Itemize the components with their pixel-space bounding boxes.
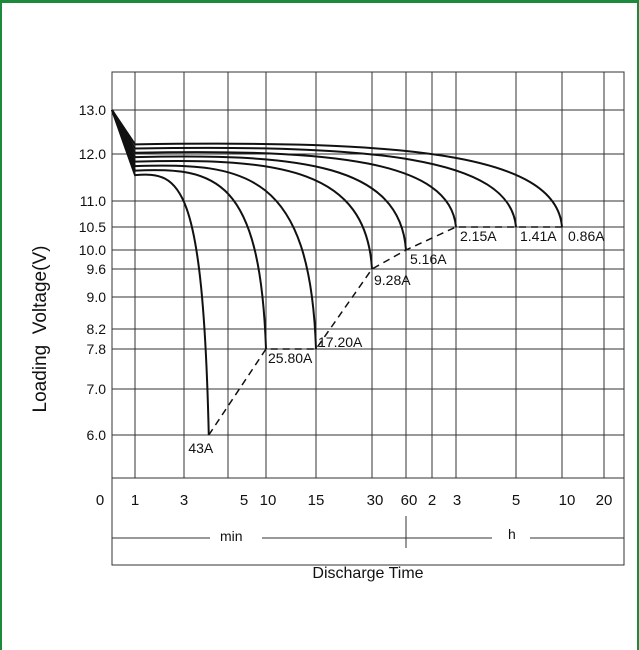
series-label: 1.41A: [520, 228, 557, 244]
unit-min: min: [214, 528, 249, 544]
top-border: [0, 0, 639, 3]
series-label: 43A: [188, 440, 214, 456]
x-tick-label: 15: [308, 492, 325, 509]
x-tick-label: 20: [596, 492, 613, 509]
y-tick-label: 9.0: [87, 289, 107, 305]
right-border: [637, 0, 639, 650]
x-tick-label: 5: [512, 492, 520, 509]
series-label: 2.15A: [460, 228, 497, 244]
y-tick-label: 11.0: [80, 193, 106, 209]
x-tick-label: 2: [428, 492, 436, 509]
x-axis-label: Discharge Time: [312, 565, 424, 582]
x-tick-label: 30: [367, 492, 384, 509]
series-label: 5.16A: [410, 251, 447, 267]
discharge-curve: [111, 109, 267, 350]
x-tick-label: 10: [559, 492, 576, 509]
cutoff-voltage-line: [208, 226, 562, 436]
y-tick-label: 12.0: [79, 146, 106, 162]
discharge-curve: [111, 109, 563, 228]
x-tick-label: 3: [180, 492, 188, 509]
y-axis-label: Loading Voltage(V): [30, 245, 51, 413]
x-tick-label: 0: [96, 492, 104, 509]
discharge-curve: [111, 109, 317, 350]
x-tick-label: 1: [131, 492, 139, 509]
discharge-curve: [111, 109, 457, 228]
y-tick-label: 6.0: [87, 427, 107, 443]
x-tick-label: 5: [240, 492, 248, 509]
unit-h: h: [502, 526, 522, 542]
discharge-curve: [111, 109, 210, 436]
y-tick-label: 10.5: [79, 219, 106, 235]
discharge-curve: [111, 109, 373, 270]
discharge-curve: [111, 109, 407, 251]
y-tick-label: 13.0: [79, 102, 106, 118]
series-label: 9.28A: [374, 272, 411, 288]
series-label: 0.86A: [568, 228, 605, 244]
y-tick-label: 7.0: [87, 381, 107, 397]
series-label: 17.20A: [318, 334, 363, 350]
plot-border: [111, 71, 625, 566]
y-tick-label: 8.2: [87, 321, 107, 337]
x-tick-label: 10: [260, 492, 277, 509]
x-tick-label: 60: [401, 492, 418, 509]
y-tick-label: 10.0: [79, 242, 106, 258]
discharge-curve: [111, 109, 517, 228]
y-tick-label: 7.8: [87, 341, 107, 357]
y-tick-label: 9.6: [87, 261, 107, 277]
series-label: 25.80A: [268, 350, 313, 366]
x-tick-label: 3: [453, 492, 461, 509]
left-border: [0, 0, 2, 650]
